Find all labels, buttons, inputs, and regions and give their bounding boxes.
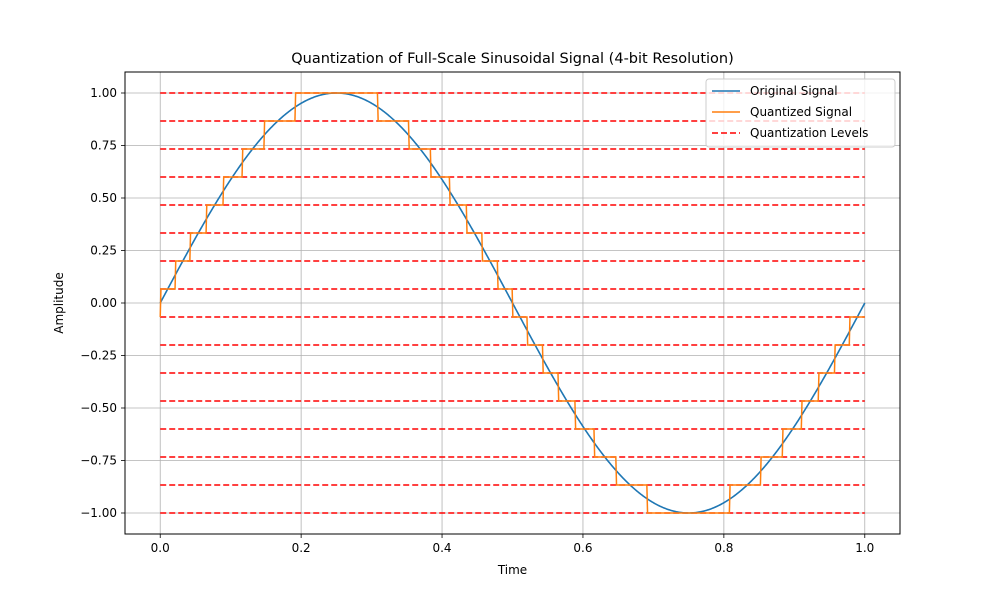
legend: Original Signal Quantized Signal Quantiz… — [705, 78, 896, 148]
x-tick-label: 0.2 — [292, 541, 311, 555]
x-tick-label: 0.0 — [151, 541, 170, 555]
y-tick-label: −1.00 — [80, 506, 117, 520]
y-tick-label: 0.25 — [90, 244, 117, 258]
y-tick-label: −0.25 — [80, 349, 117, 363]
x-tick-label: 0.4 — [432, 541, 451, 555]
legend-entry-quantized-signal: Quantized Signal — [750, 105, 852, 119]
tick-marks: 0.0 0.2 0.4 0.6 0.8 1.0 −1.00 −0.75 −0.50 −0.25 0.… — [80, 86, 874, 555]
y-tick-label: 0.00 — [90, 296, 117, 310]
quantized-signal-line — [159, 92, 865, 514]
legend-box — [705, 78, 896, 148]
signal-layer — [159, 92, 866, 514]
x-tick-label: 0.6 — [573, 541, 592, 555]
legend-entry-quantization-levels: Quantization Levels — [750, 126, 868, 140]
x-axis-label: Time — [497, 563, 527, 577]
y-tick-label: −0.75 — [80, 454, 117, 468]
legend-entry-original-signal: Original Signal — [750, 84, 838, 98]
y-axis-label: Amplitude — [52, 272, 66, 334]
y-tick-label: 0.50 — [90, 191, 117, 205]
chart-title: Quantization of Full-Scale Sinusoidal Si… — [291, 51, 734, 67]
y-tick-label: 1.00 — [90, 86, 117, 100]
y-tick-label: −0.50 — [80, 401, 117, 415]
y-tick-label: 0.75 — [90, 139, 117, 153]
plot-area: 0.0 0.2 0.4 0.6 0.8 1.0 −1.00 −0.75 −0.50 −0.25 0.… — [80, 71, 901, 555]
x-tick-label: 0.8 — [714, 541, 733, 555]
x-tick-label: 1.0 — [855, 541, 874, 555]
